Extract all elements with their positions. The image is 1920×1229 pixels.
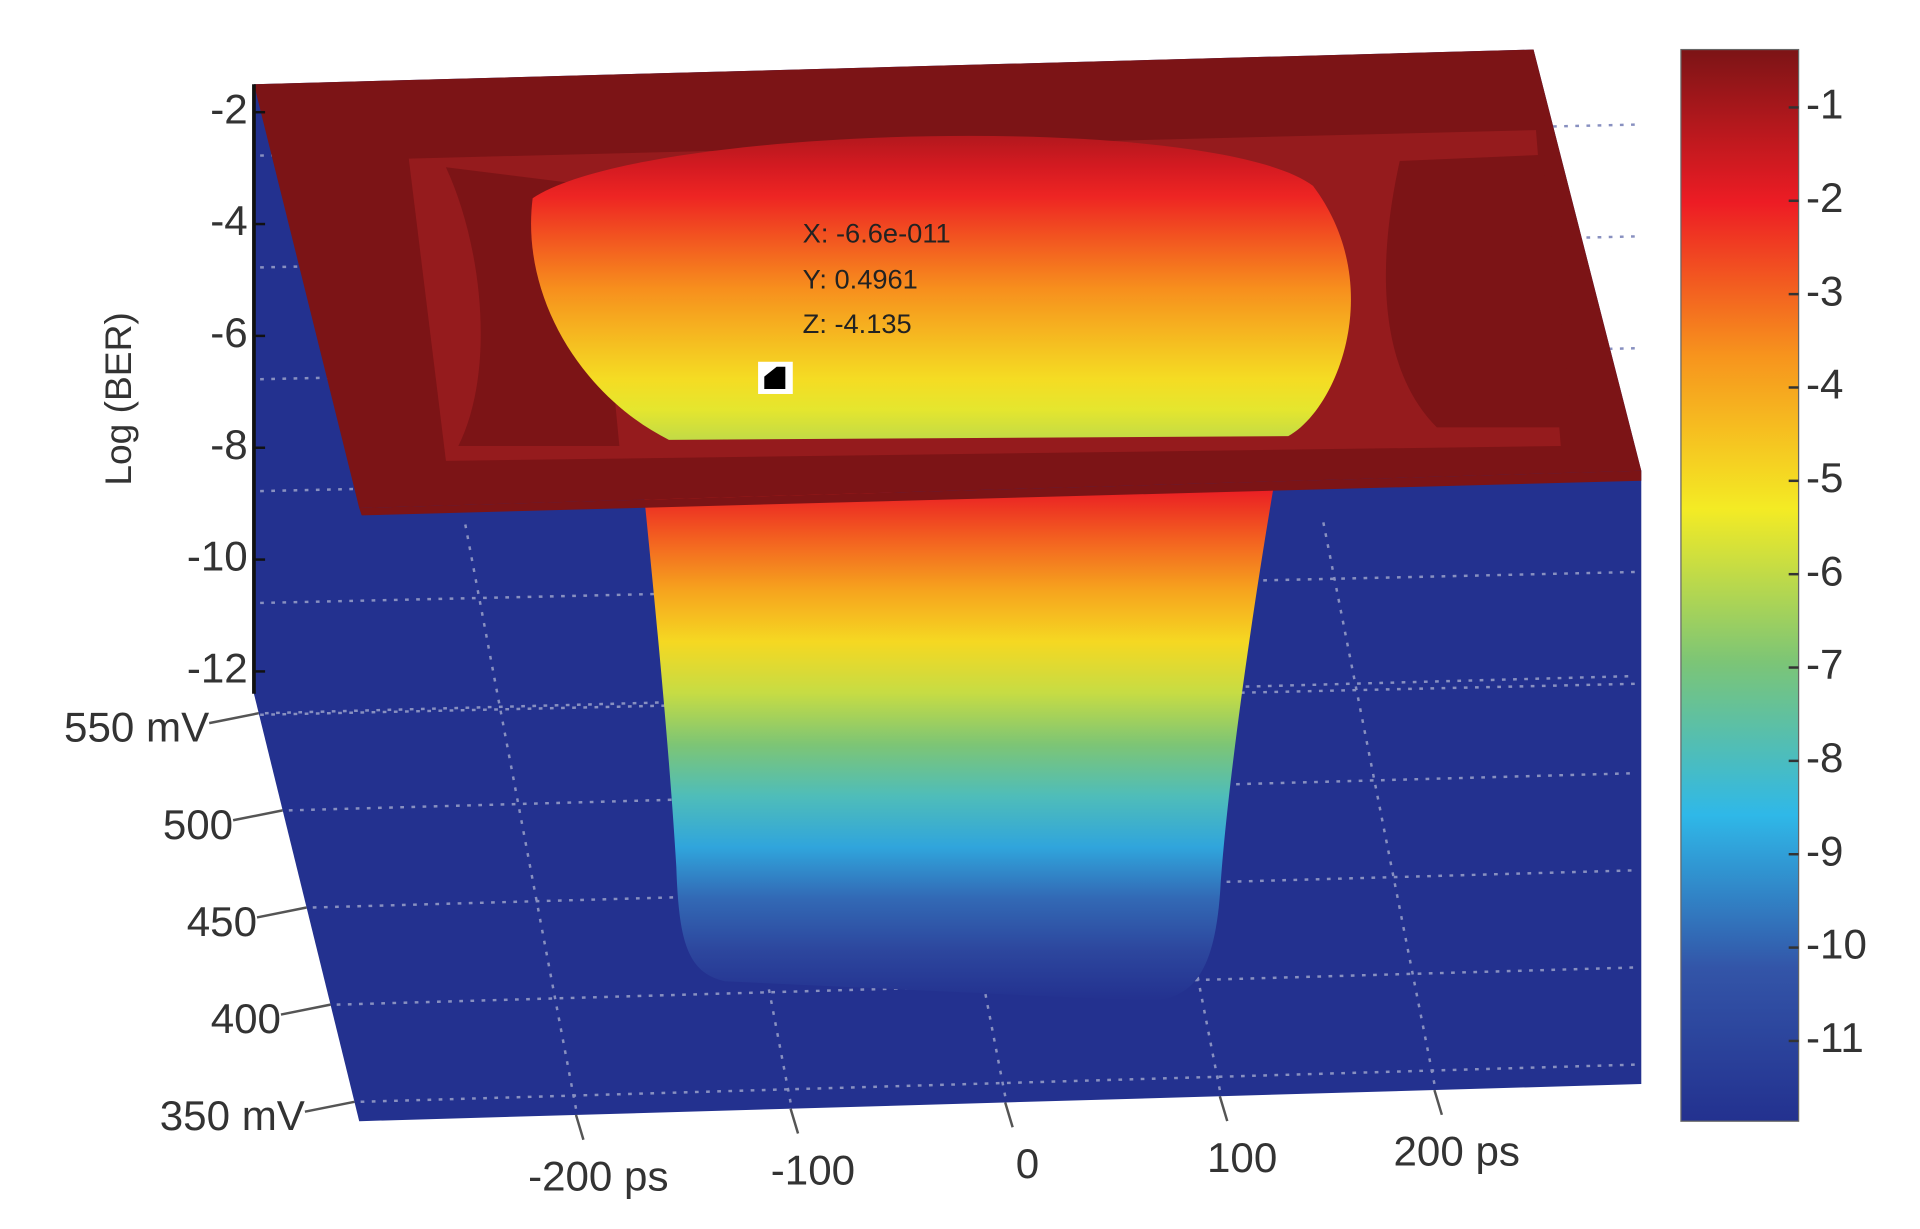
x-tick-label: 0 [1016,1140,1039,1187]
z-tick-label: -6 [210,309,247,356]
cursor-z: Z: -4.135 [803,308,912,339]
y-tick [280,1003,331,1016]
x-tick-label: -200 ps [528,1152,668,1199]
data-cursor: X: -6.6e-011 Y: 0.4961 Z: -4.135 [758,218,951,394]
z-tick-label: -12 [187,645,248,692]
x-tick [1433,1089,1444,1116]
surface-top-shade [1385,154,1574,428]
y-tick-label: 450 [187,898,257,945]
z-tick-label: -10 [187,533,248,580]
z-tick-label: -4 [210,197,247,244]
colorbar-tick-label: -9 [1806,827,1843,874]
y-tick [256,906,307,919]
y-tick [304,1100,355,1113]
y-tick-label: 400 [211,995,281,1042]
colorbar-tick-label: -5 [1806,454,1843,501]
colorbar-tick-label: -1 [1806,81,1843,128]
colorbar-tick-label: -2 [1806,174,1843,221]
x-tick [1218,1095,1229,1122]
x-tick-label: -100 [771,1146,855,1193]
colorbar-tick-label: -6 [1806,547,1843,594]
x-tick-label: 200 ps [1394,1128,1520,1175]
x-tick-label: 100 [1207,1134,1277,1181]
y-tick [208,712,259,725]
z-tick-label: -2 [210,85,247,132]
colorbar-tick-label: -7 [1806,641,1843,688]
colorbar-tick-label: -4 [1806,361,1843,408]
axes: -2 -4 -6 -8 -10 -12 550 mV 500 450 400 350 mV -200 … [64,85,1520,1199]
z-axis-label: Log (BER) [97,312,139,485]
y-tick-label: 550 mV [64,704,209,751]
colorbar-ticks: -1 -2 -3 -4 -5 -6 -7 -8 -9 -10 -11 [1788,81,1867,1061]
eye-opening [531,135,1351,440]
colorbar-tick-label: -10 [1806,921,1867,968]
cursor-x: X: -6.6e-011 [803,218,951,249]
colorbar-tick-label: -8 [1806,734,1843,781]
x-tick [1004,1102,1014,1128]
y-tick-label: 350 mV [160,1092,305,1139]
y-tick [232,809,283,822]
grid-line [288,771,1636,812]
colorbar-tick-label: -3 [1806,267,1843,314]
eye-well [644,488,1274,1002]
cursor-y: Y: 0.4961 [803,263,918,294]
z-tick-label: -8 [210,421,247,468]
cursor-marker [764,366,786,390]
surface-edge [359,470,1642,516]
colorbar [1680,48,1800,1122]
y-tick-label: 500 [163,801,233,848]
colorbar-tick-label: -11 [1806,1014,1864,1061]
x-tick [574,1114,585,1141]
x-tick [789,1108,800,1134]
